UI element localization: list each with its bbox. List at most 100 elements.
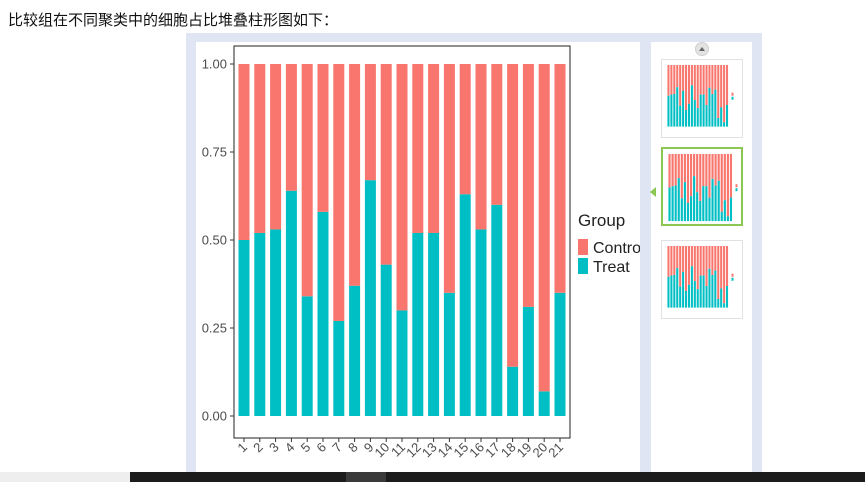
- thumb-bar-control: [702, 65, 705, 95]
- thumb-bar-treat: [717, 298, 720, 308]
- bar-control: [475, 64, 487, 230]
- thumb-bar-control: [717, 65, 720, 118]
- bar-treat: [396, 310, 408, 416]
- bar-control: [238, 64, 250, 240]
- bar-treat: [364, 180, 376, 416]
- bar-treat: [254, 232, 266, 416]
- thumb-bar-treat: [667, 95, 670, 127]
- thumb-bar-treat: [726, 105, 729, 127]
- thumb-bar-control: [667, 246, 670, 277]
- thumb-bar-control: [686, 154, 690, 203]
- bar-treat: [475, 229, 487, 416]
- bar-control: [522, 64, 534, 307]
- thumb-bar-treat: [696, 289, 699, 308]
- bar-control: [364, 64, 376, 181]
- bar-control: [538, 64, 550, 392]
- thumb-bar-control: [708, 154, 711, 198]
- thumb-bar-control: [683, 154, 686, 183]
- thumb-bar-treat: [668, 187, 671, 222]
- thumb-bar-treat: [723, 122, 726, 127]
- thumb-bar-control: [726, 65, 729, 106]
- thumb-bar-treat: [673, 274, 676, 308]
- thumb-bar-control: [693, 154, 696, 177]
- thumbnail-2-selected[interactable]: [661, 147, 743, 226]
- thumb-bar-treat: [682, 90, 685, 127]
- bar-control: [491, 64, 503, 205]
- bar-treat: [238, 240, 250, 416]
- thumb-bar-treat: [717, 180, 720, 222]
- bar-control: [270, 64, 282, 230]
- scroll-up-button[interactable]: [695, 42, 709, 56]
- thumb-bar-control: [667, 65, 670, 96]
- thumbnail-1[interactable]: [661, 59, 743, 138]
- bar-control: [349, 64, 361, 286]
- thumb-bar-control: [687, 65, 690, 104]
- thumb-bar-control: [673, 246, 676, 275]
- thumb-bar-treat: [682, 271, 685, 308]
- x-tick-label: 21: [545, 440, 566, 461]
- bar-control: [507, 64, 519, 367]
- thumb-bar-treat: [670, 275, 673, 308]
- taskbar-start[interactable]: [0, 472, 130, 482]
- thumb-bar-treat: [667, 276, 670, 308]
- x-tick-label: 1: [234, 440, 250, 456]
- stacked-bar-chart: 0.000.250.500.751.001 2 3 4 5 6 7 8 910111213141…: [202, 45, 645, 461]
- bar-treat: [522, 306, 534, 416]
- bar-control: [285, 64, 297, 191]
- bar-control: [333, 64, 345, 321]
- x-tick-label: 7: [329, 440, 345, 456]
- thumb-bar-control: [723, 154, 726, 201]
- thumb-bar-treat: [705, 286, 708, 308]
- thumb-bar-treat: [717, 117, 720, 127]
- thumb-bar-treat: [696, 192, 699, 222]
- bar-treat: [301, 296, 313, 416]
- thumb-bar-treat: [690, 85, 693, 127]
- taskbar-app[interactable]: [346, 472, 386, 482]
- y-tick-label: 0.50: [202, 233, 227, 248]
- thumb-bar-treat: [720, 288, 723, 308]
- bar-treat: [538, 391, 550, 416]
- thumb-bar-treat: [699, 94, 702, 127]
- legend-swatch: [578, 258, 588, 274]
- thumb-bar-control: [699, 154, 702, 201]
- thumb-bar-control: [720, 246, 723, 289]
- thumb-bar-control: [702, 154, 705, 187]
- thumb-bar-control: [685, 246, 688, 291]
- thumb-bar-treat: [723, 200, 726, 222]
- bar-treat: [317, 211, 329, 416]
- thumb-bar-treat: [714, 185, 717, 222]
- thumb-bar-control: [696, 154, 699, 193]
- thumb-bar-treat: [705, 105, 708, 127]
- thumb-bar-treat: [720, 211, 723, 222]
- thumb-bar-control: [677, 154, 680, 179]
- thumb-bar-control: [711, 65, 714, 94]
- thumb-bar-treat: [673, 93, 676, 127]
- x-tick-label: 4: [282, 440, 298, 456]
- thumb-bar-control: [674, 154, 677, 186]
- bar-control: [412, 64, 424, 233]
- legend-swatch: [578, 239, 588, 255]
- thumb-bar-treat: [726, 286, 729, 308]
- thumb-bar-treat: [693, 176, 696, 222]
- thumb-bar-treat: [670, 94, 673, 127]
- legend-label: Treat: [593, 259, 630, 276]
- thumb-bar-treat: [714, 270, 717, 308]
- bar-control: [317, 64, 329, 212]
- thumb-bar-treat: [686, 202, 690, 222]
- x-tick-label: 8: [345, 440, 361, 456]
- thumb-bar-treat: [714, 89, 717, 127]
- thumb-legend-swatch: [731, 92, 734, 96]
- thumbnail-chart: [667, 65, 734, 127]
- thumb-bar-treat: [708, 197, 711, 222]
- thumb-bar-treat: [702, 94, 705, 127]
- thumb-bar-control: [705, 246, 708, 287]
- thumb-bar-treat: [671, 186, 674, 222]
- bar-treat: [380, 264, 392, 416]
- thumb-legend-swatch: [731, 277, 734, 281]
- thumb-legend-swatch: [731, 96, 734, 100]
- thumb-bar-control: [670, 246, 673, 276]
- thumbnail-3[interactable]: [661, 240, 743, 319]
- y-tick-label: 1.00: [202, 57, 227, 72]
- thumb-bar-control: [723, 246, 726, 304]
- bar-treat: [491, 204, 503, 416]
